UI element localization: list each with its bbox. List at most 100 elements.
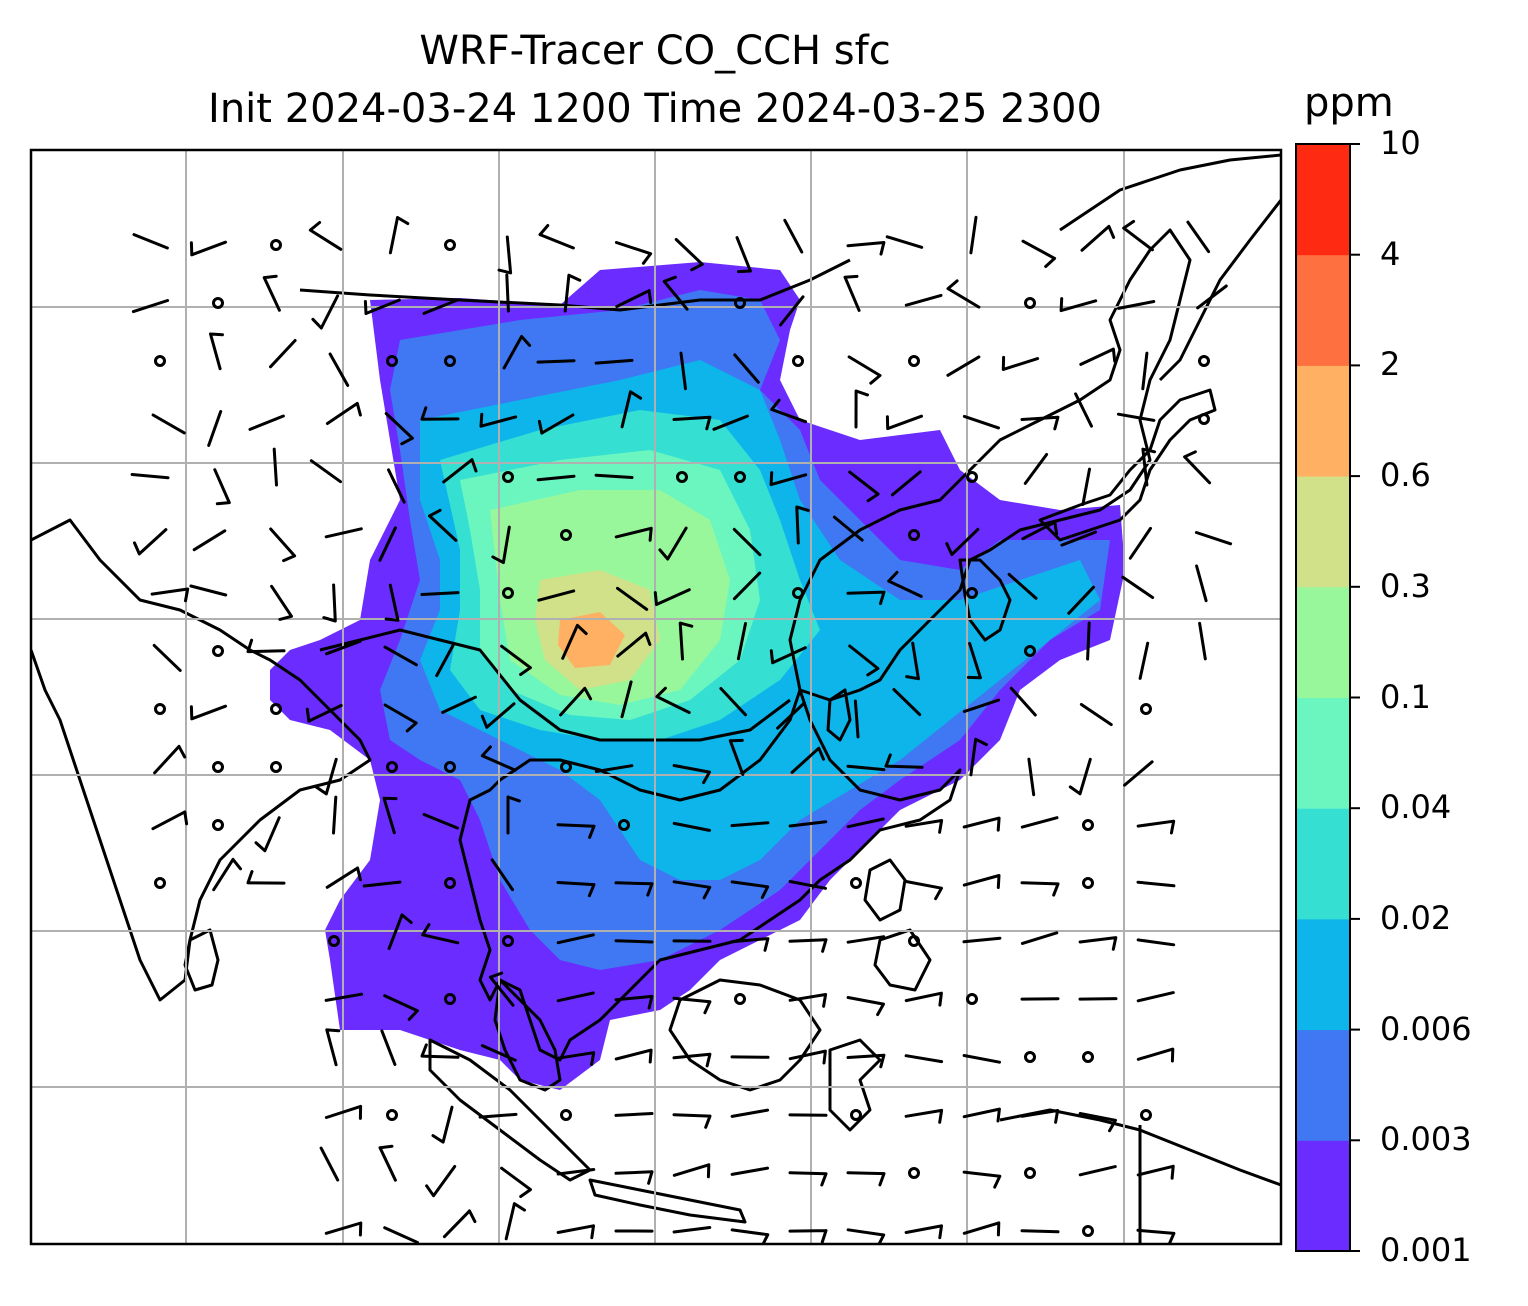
- wind-barb: [248, 414, 285, 431]
- wind-barb: [846, 590, 886, 606]
- wind-barb: [378, 526, 397, 562]
- wind-barb: [536, 359, 576, 364]
- wind-barb: [905, 641, 920, 681]
- wind-barb: [904, 1108, 944, 1124]
- wind-barb: [1021, 239, 1057, 268]
- wind-barb: [1081, 467, 1091, 506]
- wind-barb: [1136, 938, 1176, 947]
- wind-barb: [322, 583, 337, 623]
- wind-barb: [537, 413, 575, 435]
- colorbar-segment: [1296, 1029, 1350, 1141]
- wind-barb: [421, 923, 460, 945]
- colorbar-tick-label: 2: [1380, 345, 1401, 384]
- plot-title-line-2: Init 2024-03-24 1200 Time 2024-03-25 230…: [208, 86, 1102, 132]
- wind-barb: [616, 586, 649, 611]
- calm-wind-marker: [560, 1109, 572, 1121]
- wind-barb: [269, 527, 297, 563]
- wind-barb: [505, 273, 510, 313]
- wind-barb: [853, 699, 860, 739]
- wind-barb: [662, 275, 689, 311]
- calm-wind-marker: [444, 239, 456, 251]
- wind-barb: [672, 764, 711, 785]
- wind-barb: [1086, 621, 1091, 661]
- calm-wind-marker: [502, 471, 514, 483]
- wind-barb: [189, 584, 228, 597]
- coastline-south-asia: [31, 518, 372, 1002]
- calm-wind-marker: [792, 355, 804, 367]
- colorbar-segment: [1296, 1140, 1350, 1252]
- coastline-russia-far-east: [1059, 153, 1281, 382]
- wind-barb: [1078, 1112, 1117, 1133]
- colorbar-tick-label: 0.6: [1380, 456, 1431, 495]
- wind-barb: [672, 1163, 711, 1179]
- wind-barb: [556, 881, 596, 898]
- wind-barb: [885, 235, 924, 249]
- wind-barb: [209, 332, 224, 371]
- wind-barb: [966, 641, 982, 680]
- wind-barb: [1121, 575, 1155, 599]
- wind-barb: [1021, 520, 1059, 541]
- wind-barb: [620, 390, 643, 429]
- wind-barb: [556, 823, 596, 839]
- colorbar-segment: [1296, 697, 1350, 809]
- calm-wind-marker: [734, 297, 746, 309]
- wind-barb: [795, 505, 810, 545]
- wind-barb: [422, 298, 459, 315]
- wind-barb: [1136, 880, 1176, 888]
- wind-barb: [790, 746, 825, 774]
- wind-barb: [192, 529, 227, 552]
- wind-barb: [213, 468, 231, 506]
- wind-barb: [151, 810, 189, 831]
- wind-barb: [1079, 703, 1113, 727]
- wind-barb: [769, 646, 807, 665]
- wind-barb: [151, 413, 186, 435]
- wind-barb: [559, 686, 593, 717]
- wind-barb: [672, 1113, 712, 1129]
- wind-barb: [1195, 564, 1208, 603]
- wind-barb: [269, 339, 297, 369]
- wind-barb: [962, 1221, 1001, 1237]
- calm-wind-marker: [966, 471, 978, 483]
- calm-wind-marker: [1082, 877, 1094, 889]
- colorbar-tick-label: 0.006: [1380, 1009, 1472, 1048]
- wind-barb: [246, 638, 286, 654]
- wind-barb: [383, 703, 418, 733]
- coastline-indochina: [458, 688, 962, 1062]
- wind-barb: [305, 704, 343, 723]
- wind-barb: [614, 994, 654, 1010]
- wind-barb: [537, 589, 576, 602]
- wind-barb: [904, 293, 943, 307]
- calm-wind-marker: [502, 935, 514, 947]
- wind-barb: [387, 913, 413, 950]
- wind-barb: [735, 236, 752, 274]
- wind-barb: [1001, 355, 1040, 371]
- wind-barb: [730, 1108, 770, 1118]
- wind-barb: [730, 937, 770, 952]
- colorbar-segment: [1296, 365, 1350, 477]
- colorbar-tick-label: 0.1: [1380, 677, 1431, 716]
- wind-barb: [672, 1226, 712, 1234]
- calm-wind-marker: [328, 935, 340, 947]
- wind-barb: [506, 795, 521, 835]
- calm-wind-marker: [966, 993, 978, 1005]
- wind-barb: [594, 764, 634, 773]
- calm-wind-marker: [908, 355, 920, 367]
- wind-barb: [133, 528, 168, 556]
- wind-barb: [314, 757, 338, 796]
- wind-barb: [672, 996, 712, 1015]
- calm-wind-marker: [1082, 1051, 1094, 1063]
- wind-barb: [653, 588, 691, 606]
- wind-barb: [1020, 931, 1059, 945]
- wind-barb: [383, 1226, 419, 1244]
- colorbar-segment: [1296, 254, 1350, 366]
- wind-barb: [884, 753, 924, 769]
- coastline-sumatra: [428, 1038, 592, 1182]
- wind-barb: [1136, 819, 1176, 835]
- wind-barb: [152, 643, 182, 672]
- colorbar-tick-label: 0.003: [1380, 1120, 1472, 1159]
- wind-barb: [1194, 531, 1233, 546]
- wind-barb: [380, 1029, 397, 1066]
- wind-barb: [614, 241, 653, 265]
- wind-barb: [189, 240, 227, 257]
- wind-barb: [892, 688, 922, 717]
